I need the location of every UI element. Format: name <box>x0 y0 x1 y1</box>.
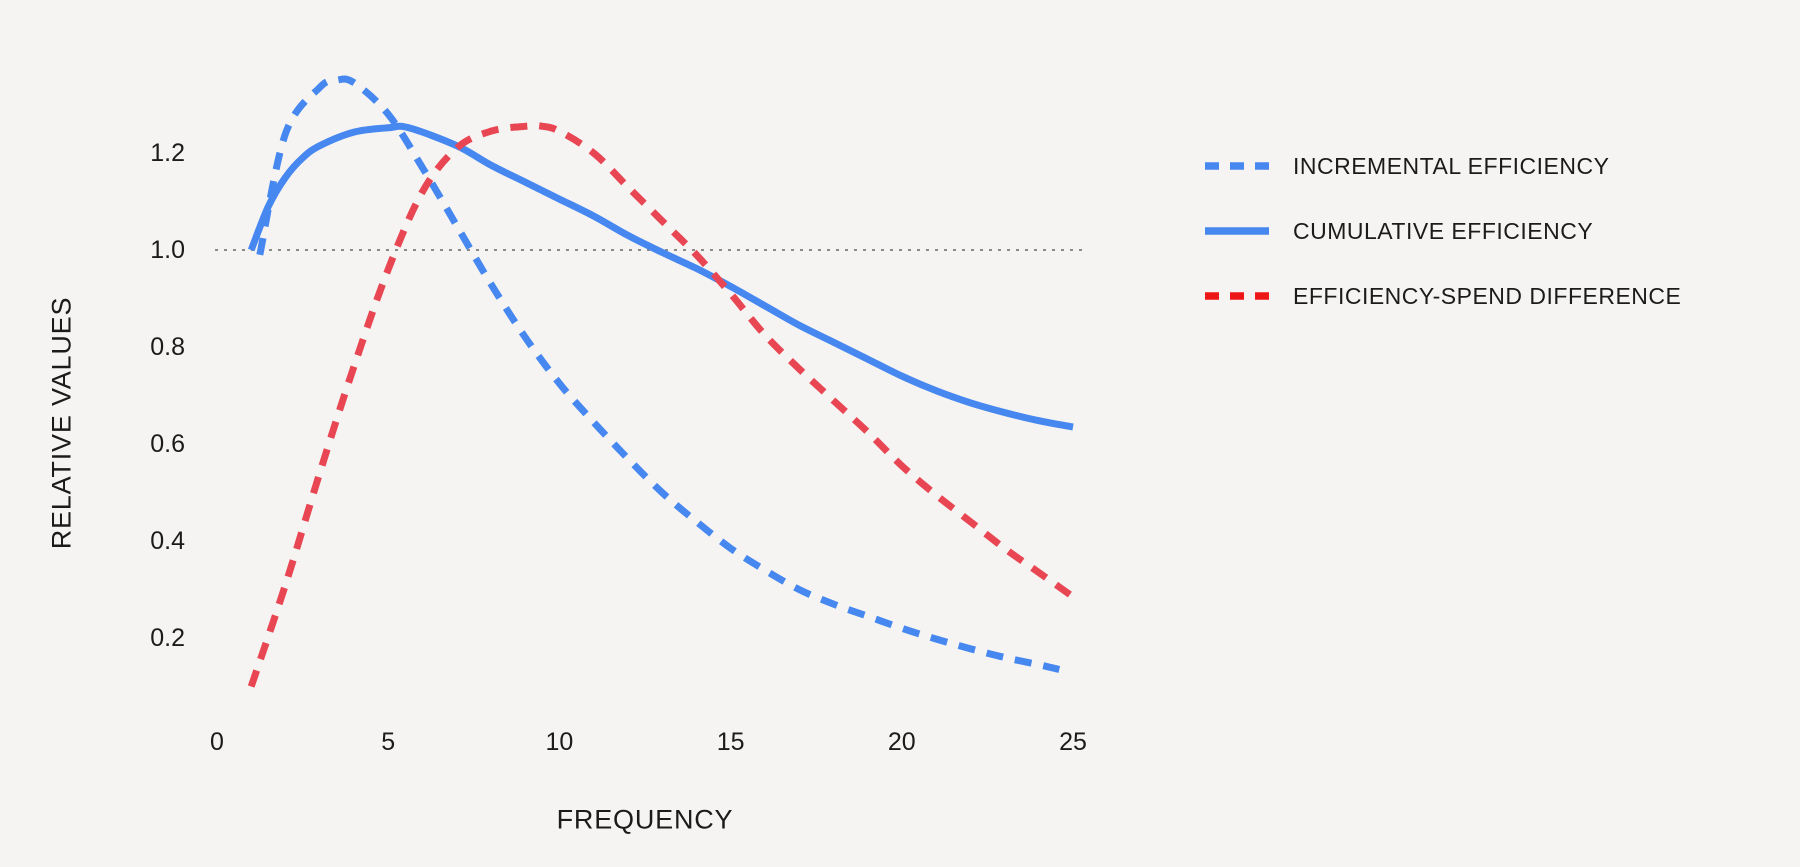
y-tick-label: 0.2 <box>150 624 185 652</box>
legend-item-efficiency-spend-difference: EFFICIENCY-SPEND DIFFERENCE <box>1205 282 1681 310</box>
legend-label: CUMULATIVE EFFICIENCY <box>1293 218 1594 244</box>
x-tick-label: 25 <box>1059 728 1087 756</box>
y-axis-title: RELATIVE VALUES <box>46 296 77 550</box>
y-tick-label: 0.6 <box>150 430 185 458</box>
legend-item-cumulative-efficiency: CUMULATIVE EFFICIENCY <box>1205 217 1593 245</box>
legend-label: EFFICIENCY-SPEND DIFFERENCE <box>1293 283 1682 309</box>
x-tick-label: 15 <box>716 728 745 756</box>
x-tick-label: 5 <box>381 728 396 756</box>
solid-line-swatch-icon <box>1205 227 1269 235</box>
y-tick-label: 1.0 <box>150 236 185 264</box>
y-tick-label: 1.2 <box>150 139 185 167</box>
series-line-incremental-efficiency <box>256 75 1061 673</box>
x-tick-label: 20 <box>887 728 916 756</box>
series-line-efficiency-spend-difference <box>247 122 1076 688</box>
x-axis-title: FREQUENCY <box>556 804 734 835</box>
y-tick-label: 0.8 <box>150 333 185 361</box>
series-line-cumulative-efficiency <box>247 122 1074 431</box>
legend-label: INCREMENTAL EFFICIENCY <box>1293 153 1610 179</box>
x-tick-label: 0 <box>210 728 224 756</box>
dashed-line-swatch-icon <box>1205 292 1269 300</box>
legend-item-incremental-efficiency: INCREMENTAL EFFICIENCY <box>1205 152 1609 180</box>
y-tick-label: 0.4 <box>150 527 185 555</box>
dashed-line-swatch-icon <box>1205 162 1269 170</box>
x-tick-label: 10 <box>545 728 574 756</box>
